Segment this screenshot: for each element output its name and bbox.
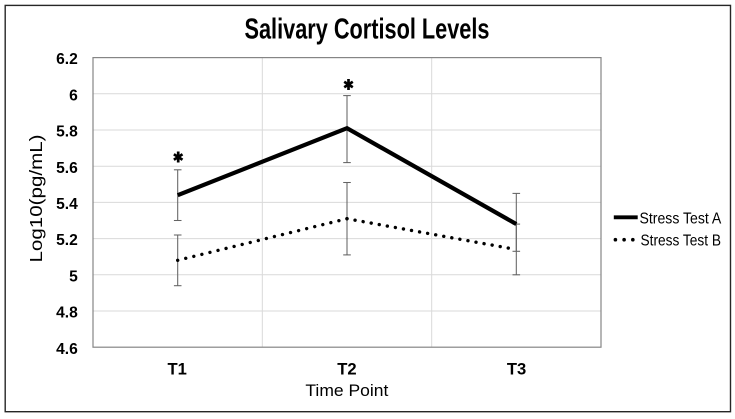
svg-text:Log10(pg/mL): Log10(pg/mL) (26, 135, 46, 263)
svg-text:5.6: 5.6 (56, 160, 78, 177)
svg-text:Stress Test A: Stress Test A (640, 210, 722, 227)
svg-text:5.8: 5.8 (56, 124, 78, 141)
svg-text:T3: T3 (507, 360, 526, 379)
svg-text:T2: T2 (337, 360, 356, 379)
svg-text:5.4: 5.4 (56, 196, 78, 213)
svg-text:5.2: 5.2 (56, 232, 78, 249)
svg-text:6.2: 6.2 (56, 51, 78, 68)
svg-text:6: 6 (69, 87, 78, 104)
svg-text:Time Point: Time Point (305, 381, 388, 400)
svg-text:4.8: 4.8 (56, 305, 78, 322)
svg-text:T1: T1 (168, 360, 187, 379)
svg-text:4.6: 4.6 (56, 341, 78, 358)
svg-text:Stress Test B: Stress Test B (641, 233, 722, 250)
svg-text:5: 5 (69, 268, 78, 285)
svg-text:Salivary Cortisol Levels: Salivary Cortisol Levels (245, 14, 490, 46)
